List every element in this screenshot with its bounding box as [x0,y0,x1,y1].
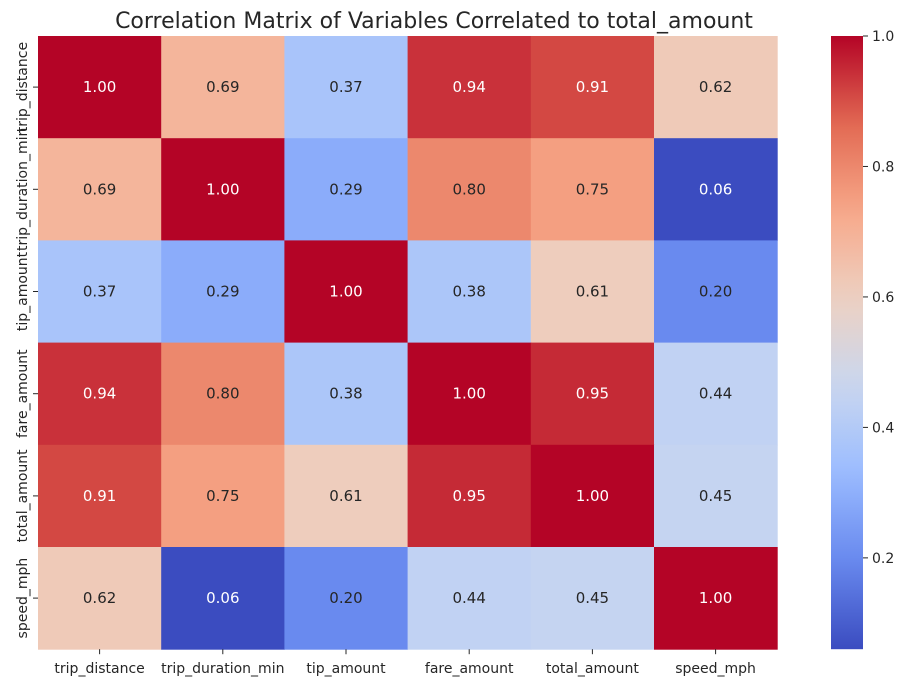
heatmap-cell [654,342,778,446]
y-tick-label: trip_distance [15,42,31,132]
cell-value-label: 0.29 [206,283,239,301]
cell-value-label: 0.94 [452,78,485,96]
heatmap-cell [530,444,655,548]
heatmap-cell [530,138,655,241]
heatmap-cell [38,240,162,344]
heatmap-cell [161,240,285,344]
cell-value-label: 1.00 [699,589,732,607]
colorbar-tick-label: 0.2 [872,551,894,567]
heatmap-cell [161,138,285,241]
y-tick-label: trip_duration_min [15,128,31,251]
cell-value-label: 0.95 [576,385,609,403]
cell-value-label: 0.95 [452,487,485,505]
cell-value-label: 0.91 [83,487,116,505]
cell-value-label: 0.20 [329,589,362,607]
heatmap-cell [654,36,778,139]
heatmap-cell [38,138,162,241]
heatmap-cell [38,444,162,548]
cell-value-label: 1.00 [206,180,239,198]
cell-value-label: 0.44 [452,589,485,607]
cell-value-label: 0.61 [576,283,609,301]
heatmap-cell [284,444,409,548]
heatmap-cell [407,547,532,650]
colorbar-tick-label: 0.6 [872,290,894,306]
heatmap-cell [654,138,778,241]
x-tick-label: trip_distance [54,661,144,677]
cell-value-label: 0.38 [329,385,362,403]
cell-value-label: 0.45 [699,487,732,505]
heatmap-cell [161,444,285,548]
heatmap-cell [38,342,162,446]
cell-value-label: 0.69 [83,180,116,198]
cell-value-label: 1.00 [83,78,116,96]
cell-value-label: 0.06 [699,180,732,198]
x-tick-label: trip_duration_min [161,661,284,677]
heatmap-cell [284,240,409,344]
cell-value-label: 0.75 [206,487,239,505]
cell-value-label: 1.00 [329,283,362,301]
x-tick-label: tip_amount [306,661,386,677]
cell-value-label: 0.80 [452,180,485,198]
heatmap-cell [530,342,655,446]
colorbar-tick-label: 0.4 [872,420,894,436]
x-axis-ticks: trip_distance trip_duration_min tip_amount… [54,649,756,677]
heatmap-cell [161,547,285,650]
heatmap-cell [654,240,778,344]
heatmap-cell [38,36,162,139]
cell-value-label: 0.06 [206,589,239,607]
cell-value-label: 0.61 [329,487,362,505]
cell-value-label: 0.45 [576,589,609,607]
cell-value-label: 0.94 [83,385,116,403]
heatmap-cell [407,138,532,241]
y-tick-label: total_amount [15,449,31,543]
cell-value-label: 1.00 [452,385,485,403]
heatmap-cell [407,36,532,139]
colorbar-tick-label: 0.8 [872,159,894,175]
heatmap-cell [161,36,285,139]
colorbar: 0.2 0.4 0.6 0.8 1.0 [831,29,894,650]
heatmap-cell [284,342,409,446]
colorbar-tick-label: 1.0 [872,29,894,45]
y-tick-label: speed_mph [15,558,31,639]
x-tick-label: speed_mph [675,661,756,677]
y-tick-label: fare_amount [15,349,31,438]
colorbar-gradient [831,36,863,650]
cell-value-label: 0.80 [206,385,239,403]
heatmap-cell [284,36,409,139]
heatmap-cell [654,444,778,548]
cell-value-label: 0.44 [699,385,732,403]
cell-value-label: 0.62 [699,78,732,96]
heatmap-cell [407,342,532,446]
cell-value-label: 0.20 [699,283,732,301]
heatmap-cell [284,547,409,650]
chart-title: Correlation Matrix of Variables Correlat… [115,9,753,34]
heatmap-cell [530,240,655,344]
heatmap-cell [407,240,532,344]
cell-value-label: 0.62 [83,589,116,607]
heatmap-cell [530,36,655,139]
cell-value-label: 0.37 [329,78,362,96]
cell-value-label: 0.69 [206,78,239,96]
cell-value-label: 0.29 [329,180,362,198]
cell-value-label: 1.00 [576,487,609,505]
cell-value-label: 0.38 [452,283,485,301]
cell-value-label: 0.37 [83,283,116,301]
cell-value-label: 0.75 [576,180,609,198]
heatmap-cell [38,547,162,650]
x-tick-label: fare_amount [425,661,514,677]
cell-value-label: 0.91 [576,78,609,96]
heatmap-cells: 1.00 0.69 0.37 0.94 0.91 0.62 0.69 1.00 0.29 0.80… [38,36,778,650]
x-tick-label: total_amount [546,661,640,677]
heatmap-cell [284,138,409,241]
heatmap-cell [530,547,655,650]
heatmap-cell [161,342,285,446]
heatmap-cell [654,547,778,650]
y-axis-ticks: trip_distancetrip_duration_mintip_amount… [15,42,38,639]
y-tick-label: tip_amount [15,251,31,331]
heatmap-cell [407,444,532,548]
